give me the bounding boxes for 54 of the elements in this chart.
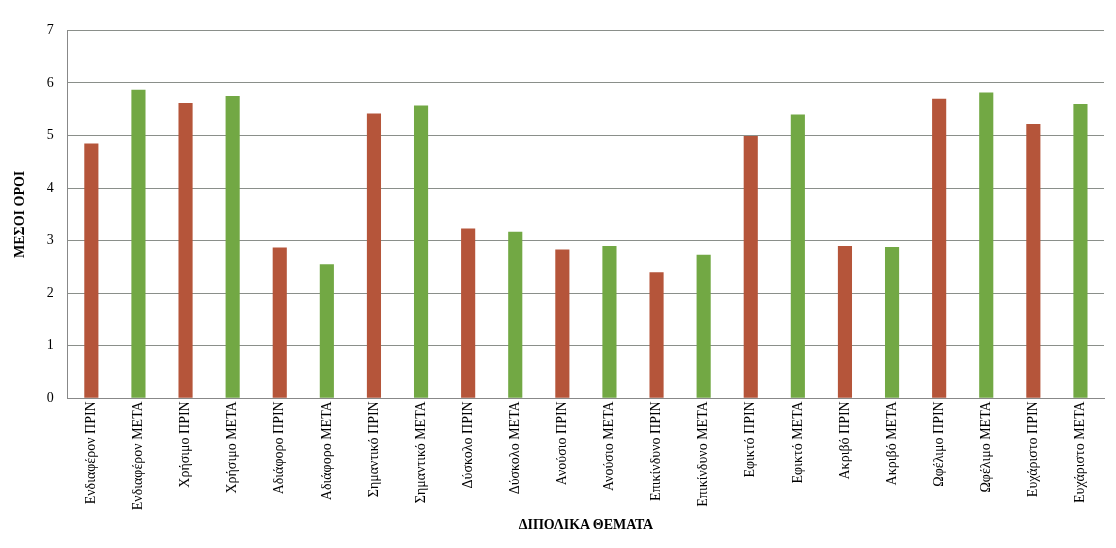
x-tick-label: Ακριβό ΠΡΙΝ bbox=[836, 401, 852, 480]
bar bbox=[413, 105, 429, 398]
x-tick-label: Χρήσιμο ΜΕΤΑ bbox=[224, 400, 240, 494]
bar bbox=[837, 245, 853, 398]
bar bbox=[979, 92, 994, 398]
x-tick-label: Ευχάριστο ΜΕΤΑ bbox=[1072, 400, 1088, 504]
x-tick-label: Σημαντικό ΠΡΙΝ bbox=[365, 401, 381, 498]
bar bbox=[743, 136, 758, 398]
x-tick-label: Ενδιαφέρον ΠΡΙΝ bbox=[83, 401, 99, 505]
x-tick-label: Ευχάριστο ΠΡΙΝ bbox=[1025, 401, 1041, 498]
x-tick-label: Σημαντικό ΜΕΤΑ bbox=[412, 400, 428, 504]
bar bbox=[790, 114, 805, 398]
bar bbox=[1073, 103, 1088, 398]
x-tick-label: Ωφέλιμο ΜΕΤΑ bbox=[977, 400, 993, 493]
x-tick-label: Δύσκολο ΜΕΤΑ bbox=[506, 400, 522, 495]
y-tick-label: 5 bbox=[46, 127, 54, 143]
bar bbox=[319, 264, 334, 398]
y-tick-label: 1 bbox=[46, 337, 54, 353]
y-axis-title: ΜΕΣΟΙ ΟΡΟΙ bbox=[12, 170, 28, 259]
x-tick-label: Αδιάφορο ΠΡΙΝ bbox=[271, 401, 287, 495]
x-axis-title: ΔΙΠΟΛΙΚΑ ΘΕΜΑΤΑ bbox=[518, 517, 655, 533]
y-tick-label: 3 bbox=[46, 232, 54, 248]
y-tick-label: 4 bbox=[46, 179, 54, 195]
x-tick-label: Ωφέλιμο ΠΡΙΝ bbox=[930, 401, 946, 487]
y-tick-label: 7 bbox=[46, 22, 54, 38]
x-tick-label: Ακριβό ΜΕΤΑ bbox=[883, 400, 899, 486]
y-tick-label: 0 bbox=[46, 389, 54, 405]
bar bbox=[84, 143, 99, 398]
bar bbox=[461, 228, 476, 398]
x-tick-label: Ανούσιο ΠΡΙΝ bbox=[554, 401, 570, 486]
bar bbox=[178, 102, 193, 398]
y-tick-label: 6 bbox=[46, 74, 54, 90]
bar bbox=[1026, 123, 1041, 398]
bar bbox=[272, 247, 287, 398]
bar bbox=[602, 245, 617, 398]
x-tick-label: Χρήσιμο ΠΡΙΝ bbox=[177, 401, 193, 488]
x-tick-label: Ανούσιο ΜΕΤΑ bbox=[601, 400, 617, 491]
x-tick-label: Δύσκολο ΠΡΙΝ bbox=[459, 401, 475, 489]
y-tick-label: 2 bbox=[46, 284, 54, 300]
x-tick-label: Ενδιαφέρον ΜΕΤΑ bbox=[130, 400, 146, 511]
bar bbox=[508, 231, 523, 398]
x-tick-label: Εφικτό ΜΕΤΑ bbox=[789, 400, 805, 484]
bar bbox=[649, 272, 664, 398]
bar bbox=[932, 98, 947, 398]
bar bbox=[366, 113, 382, 398]
bar bbox=[555, 249, 570, 398]
x-tick-label: Εφικτό ΠΡΙΝ bbox=[742, 401, 758, 478]
bar bbox=[225, 96, 240, 398]
x-tick-label: Αδιάφορο ΜΕΤΑ bbox=[318, 400, 334, 501]
x-tick-label: Επικίνδυνο ΠΡΙΝ bbox=[648, 401, 664, 501]
bar bbox=[131, 89, 146, 398]
bar bbox=[884, 246, 900, 398]
bar bbox=[696, 254, 711, 398]
x-tick-label: Επικίνδυνο ΜΕΤΑ bbox=[695, 400, 711, 507]
